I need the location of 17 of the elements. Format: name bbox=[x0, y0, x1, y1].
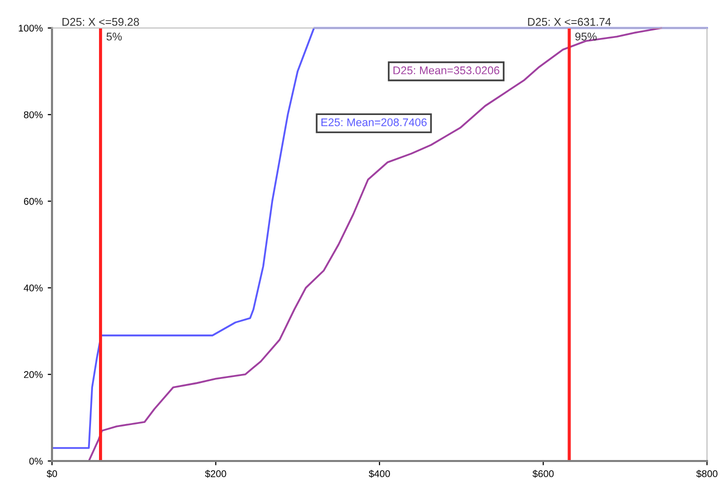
y-tick-label: 60% bbox=[24, 198, 43, 205]
y-tick-label: 80% bbox=[24, 111, 43, 118]
x-tick-label: $600 bbox=[532, 470, 554, 478]
y-tick-label: 100% bbox=[18, 24, 43, 32]
y-tick-label: 0% bbox=[29, 458, 43, 465]
x-tick-label: $200 bbox=[205, 470, 226, 478]
annotation: E25: Mean=208.7406 bbox=[321, 118, 427, 126]
x-tick-label: $800 bbox=[696, 470, 718, 478]
annotation: D25: Mean=353.0206 bbox=[394, 66, 500, 74]
ref-line-label: D25: X <=631.74 bbox=[528, 18, 611, 26]
annotation: 95% bbox=[575, 32, 597, 40]
x-tick-label: $0 bbox=[46, 470, 58, 478]
annotation: 5% bbox=[106, 32, 122, 40]
y-tick-label: 20% bbox=[24, 371, 43, 378]
x-tick-label: $400 bbox=[368, 470, 390, 478]
y-tick-label: 40% bbox=[24, 284, 43, 292]
ref-line-label: D25: X <=59.28 bbox=[62, 18, 139, 26]
